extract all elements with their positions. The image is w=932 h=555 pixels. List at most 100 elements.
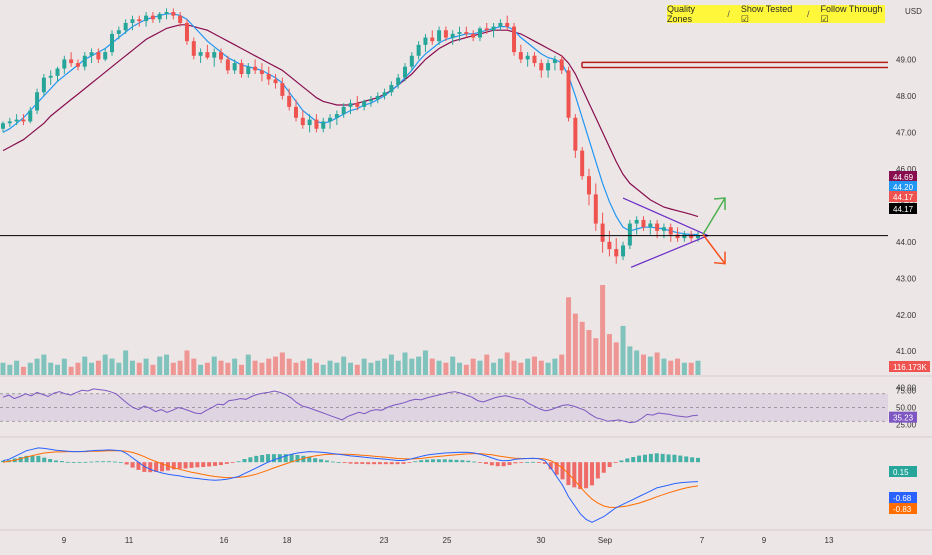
candle-body[interactable] — [464, 32, 469, 34]
candle-body[interactable] — [259, 70, 264, 75]
candle-body[interactable] — [212, 52, 217, 58]
candle-body[interactable] — [287, 95, 292, 107]
candle-body[interactable] — [62, 59, 67, 69]
candle-body[interactable] — [689, 234, 694, 239]
candle-body[interactable] — [586, 176, 591, 195]
candle-body[interactable] — [518, 52, 523, 60]
candle-body[interactable] — [123, 22, 128, 31]
candle-body[interactable] — [593, 194, 598, 224]
candle-body[interactable] — [375, 95, 380, 100]
candle-body[interactable] — [300, 117, 305, 126]
show-tested-label[interactable]: Show Tested ☑ — [740, 3, 793, 24]
candle-body[interactable] — [328, 117, 333, 122]
candle-body[interactable] — [293, 106, 298, 118]
candle-body[interactable] — [219, 52, 224, 60]
candle-body[interactable] — [539, 63, 544, 71]
candle-body[interactable] — [116, 30, 121, 34]
candle-body[interactable] — [14, 119, 19, 122]
candle-body[interactable] — [491, 26, 496, 31]
candle-body[interactable] — [403, 66, 408, 78]
candle-body[interactable] — [559, 59, 564, 71]
candle-body[interactable] — [389, 84, 394, 93]
candle-body[interactable] — [69, 59, 74, 64]
candle-body[interactable] — [546, 63, 551, 71]
candle-body[interactable] — [471, 33, 476, 38]
candle-body[interactable] — [225, 59, 230, 71]
candle-body[interactable] — [103, 52, 108, 60]
candle-body[interactable] — [157, 13, 162, 20]
candle-body[interactable] — [184, 22, 189, 42]
candle-body[interactable] — [307, 119, 312, 126]
candle-body[interactable] — [75, 63, 80, 67]
candle-body[interactable] — [55, 68, 60, 76]
candle-body[interactable] — [341, 106, 346, 115]
candle-body[interactable] — [627, 223, 632, 246]
candle-body[interactable] — [607, 241, 612, 250]
candle-body[interactable] — [96, 52, 101, 60]
candle-body[interactable] — [191, 41, 196, 56]
candle-body[interactable] — [89, 52, 94, 56]
candle-body[interactable] — [552, 59, 557, 64]
candle-body[interactable] — [368, 99, 373, 102]
candle-body[interactable] — [7, 121, 12, 124]
candle-body[interactable] — [498, 22, 503, 27]
candle-body[interactable] — [477, 28, 482, 38]
candle-body[interactable] — [130, 19, 135, 23]
candle-body[interactable] — [232, 63, 237, 71]
indicator-banner[interactable]: Quality Zones / Show Tested ☑ / Follow T… — [667, 3, 885, 24]
candle-body[interactable] — [396, 77, 401, 85]
candle-body[interactable] — [198, 52, 203, 56]
candle-body[interactable] — [253, 66, 258, 71]
candle-body[interactable] — [648, 223, 653, 228]
candle-body[interactable] — [566, 70, 571, 118]
candle-body[interactable] — [416, 44, 421, 56]
candle-body[interactable] — [525, 55, 530, 60]
candle-body[interactable] — [171, 12, 176, 16]
candle-body[interactable] — [355, 103, 360, 107]
candle-body[interactable] — [675, 234, 680, 239]
candle-body[interactable] — [144, 15, 149, 22]
quality-zones-label[interactable]: Quality Zones — [667, 4, 696, 24]
candle-body[interactable] — [137, 19, 142, 22]
candle-body[interactable] — [668, 227, 673, 235]
candle-body[interactable] — [696, 235, 700, 239]
candle-body[interactable] — [573, 117, 578, 151]
candle-body[interactable] — [484, 28, 489, 31]
candle-body[interactable] — [641, 219, 646, 228]
candle-body[interactable] — [48, 75, 53, 78]
candle-body[interactable] — [246, 66, 251, 75]
candle-body[interactable] — [437, 30, 442, 42]
candle-body[interactable] — [505, 22, 510, 27]
candle-body[interactable] — [450, 33, 455, 38]
candle-body[interactable] — [614, 249, 619, 257]
candle-body[interactable] — [621, 245, 626, 257]
candle-body[interactable] — [321, 121, 326, 129]
candle-body[interactable] — [150, 15, 155, 20]
candle-body[interactable] — [266, 74, 271, 80]
candle-body[interactable] — [164, 12, 169, 14]
candle-body[interactable] — [430, 37, 435, 42]
candle-body[interactable] — [205, 52, 210, 58]
candle-body[interactable] — [512, 26, 517, 53]
candle-body[interactable] — [334, 114, 339, 118]
candle-body[interactable] — [82, 55, 87, 67]
candle-body[interactable] — [28, 110, 33, 122]
candle-body[interactable] — [178, 15, 183, 23]
candle-body[interactable] — [280, 83, 285, 96]
candle-body[interactable] — [409, 55, 414, 67]
candle-body[interactable] — [443, 30, 448, 38]
candle-body[interactable] — [314, 119, 319, 129]
candle-body[interactable] — [382, 92, 387, 96]
candle-body[interactable] — [273, 79, 278, 84]
candle-body[interactable] — [239, 63, 244, 75]
candle-body[interactable] — [682, 234, 687, 239]
candle-body[interactable] — [600, 223, 605, 242]
candle-body[interactable] — [1, 123, 5, 129]
candle-body[interactable] — [35, 92, 40, 111]
candle-body[interactable] — [21, 119, 26, 122]
candle-body[interactable] — [41, 77, 46, 93]
candle-body[interactable] — [457, 32, 462, 34]
candle-body[interactable] — [580, 150, 585, 177]
candle-body[interactable] — [348, 103, 353, 107]
